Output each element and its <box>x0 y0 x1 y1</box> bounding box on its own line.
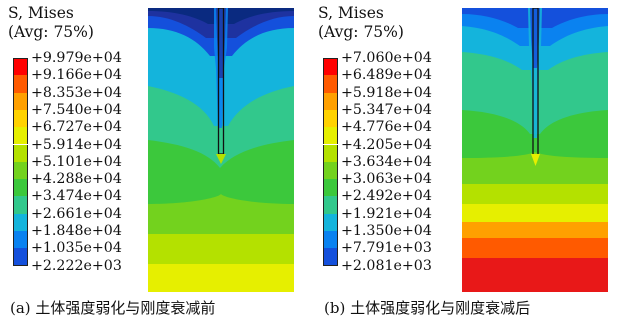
legend-value: +2.081e+03 <box>341 257 432 274</box>
legend-swatch <box>323 179 338 197</box>
legend-value: +7.060e+04 <box>341 50 432 66</box>
legend-value: +2.661e+04 <box>31 205 122 222</box>
contour-plot-after <box>462 8 608 292</box>
legend-value: +3.063e+04 <box>341 171 432 188</box>
caption-b: (b) 土体强度弱化与刚度衰减后 <box>324 299 531 317</box>
legend-swatch <box>323 196 338 214</box>
legend-title: S, Mises (Avg: 75%) <box>318 4 404 42</box>
legend-swatch <box>323 92 338 110</box>
legend-value: +2.492e+04 <box>341 188 432 205</box>
legend-value: +8.353e+04 <box>31 84 122 101</box>
legend-title-line2: (Avg: 75%) <box>8 23 94 41</box>
legend-value: +5.347e+04 <box>341 101 432 118</box>
legend-swatch <box>13 231 28 249</box>
legend-value: +1.848e+04 <box>31 223 122 239</box>
legend-swatch <box>323 248 338 266</box>
legend-value: +7.540e+04 <box>31 101 122 118</box>
legend-title: S, Mises (Avg: 75%) <box>8 4 94 42</box>
pile-tip <box>531 154 540 166</box>
legend-value: +6.727e+04 <box>31 119 122 136</box>
legend-swatch <box>13 144 28 162</box>
legend-value: +2.222e+03 <box>31 257 122 274</box>
legend-swatch <box>323 144 338 162</box>
legend-swatch <box>323 127 338 145</box>
legend-value: +5.101e+04 <box>31 153 122 170</box>
legend-swatch <box>323 213 338 231</box>
legend-value: +9.166e+04 <box>31 67 122 84</box>
legend-swatch <box>13 75 28 93</box>
band <box>148 264 294 292</box>
legend-value: +7.791e+03 <box>341 240 432 257</box>
legend-value: +3.634e+04 <box>341 153 432 170</box>
legend-swatch <box>13 92 28 110</box>
legend-value: +5.918e+04 <box>341 84 432 101</box>
band <box>462 258 608 292</box>
legend-value: +1.921e+04 <box>341 205 432 222</box>
legend-swatch <box>323 231 338 249</box>
panel-a: S, Mises (Avg: 75%) +9.979e+04 +9.166e+04 +… <box>8 4 294 317</box>
legend-value: +9.979e+04 <box>31 50 122 66</box>
legend-swatch <box>13 58 28 76</box>
legend-swatch <box>323 161 338 180</box>
legend-swatch <box>13 127 28 145</box>
legend-value: +1.035e+04 <box>31 240 122 257</box>
legend-title-line2: (Avg: 75%) <box>318 23 404 41</box>
legend-value: +4.205e+04 <box>341 136 432 153</box>
pile-tip <box>216 154 226 164</box>
legend-value: +3.474e+04 <box>31 188 122 205</box>
legend-swatch <box>323 58 338 76</box>
legend-value: +6.489e+04 <box>341 67 432 84</box>
legend-value: +1.350e+04 <box>341 223 432 239</box>
legend-value: +4.776e+04 <box>341 119 432 136</box>
legend-swatch <box>13 109 28 128</box>
legend-title-line1: S, Mises <box>8 4 74 22</box>
legend-swatch <box>323 109 338 128</box>
contour-plot-before <box>148 8 294 292</box>
panel-b: S, Mises (Avg: 75%) +7.060e+04 +6.489e+04 +… <box>310 0 620 324</box>
legend-value: +5.914e+04 <box>31 136 122 153</box>
caption-a: (a) 土体强度弱化与刚度衰减前 <box>10 299 216 317</box>
legend-title-line1: S, Mises <box>318 4 384 22</box>
legend-swatch <box>13 248 28 266</box>
legend-swatch <box>323 75 338 93</box>
legend-swatch <box>13 213 28 231</box>
legend-swatch <box>13 161 28 180</box>
legend-swatch <box>13 196 28 214</box>
legend-swatch <box>13 179 28 197</box>
legend-value: +4.288e+04 <box>31 171 122 188</box>
